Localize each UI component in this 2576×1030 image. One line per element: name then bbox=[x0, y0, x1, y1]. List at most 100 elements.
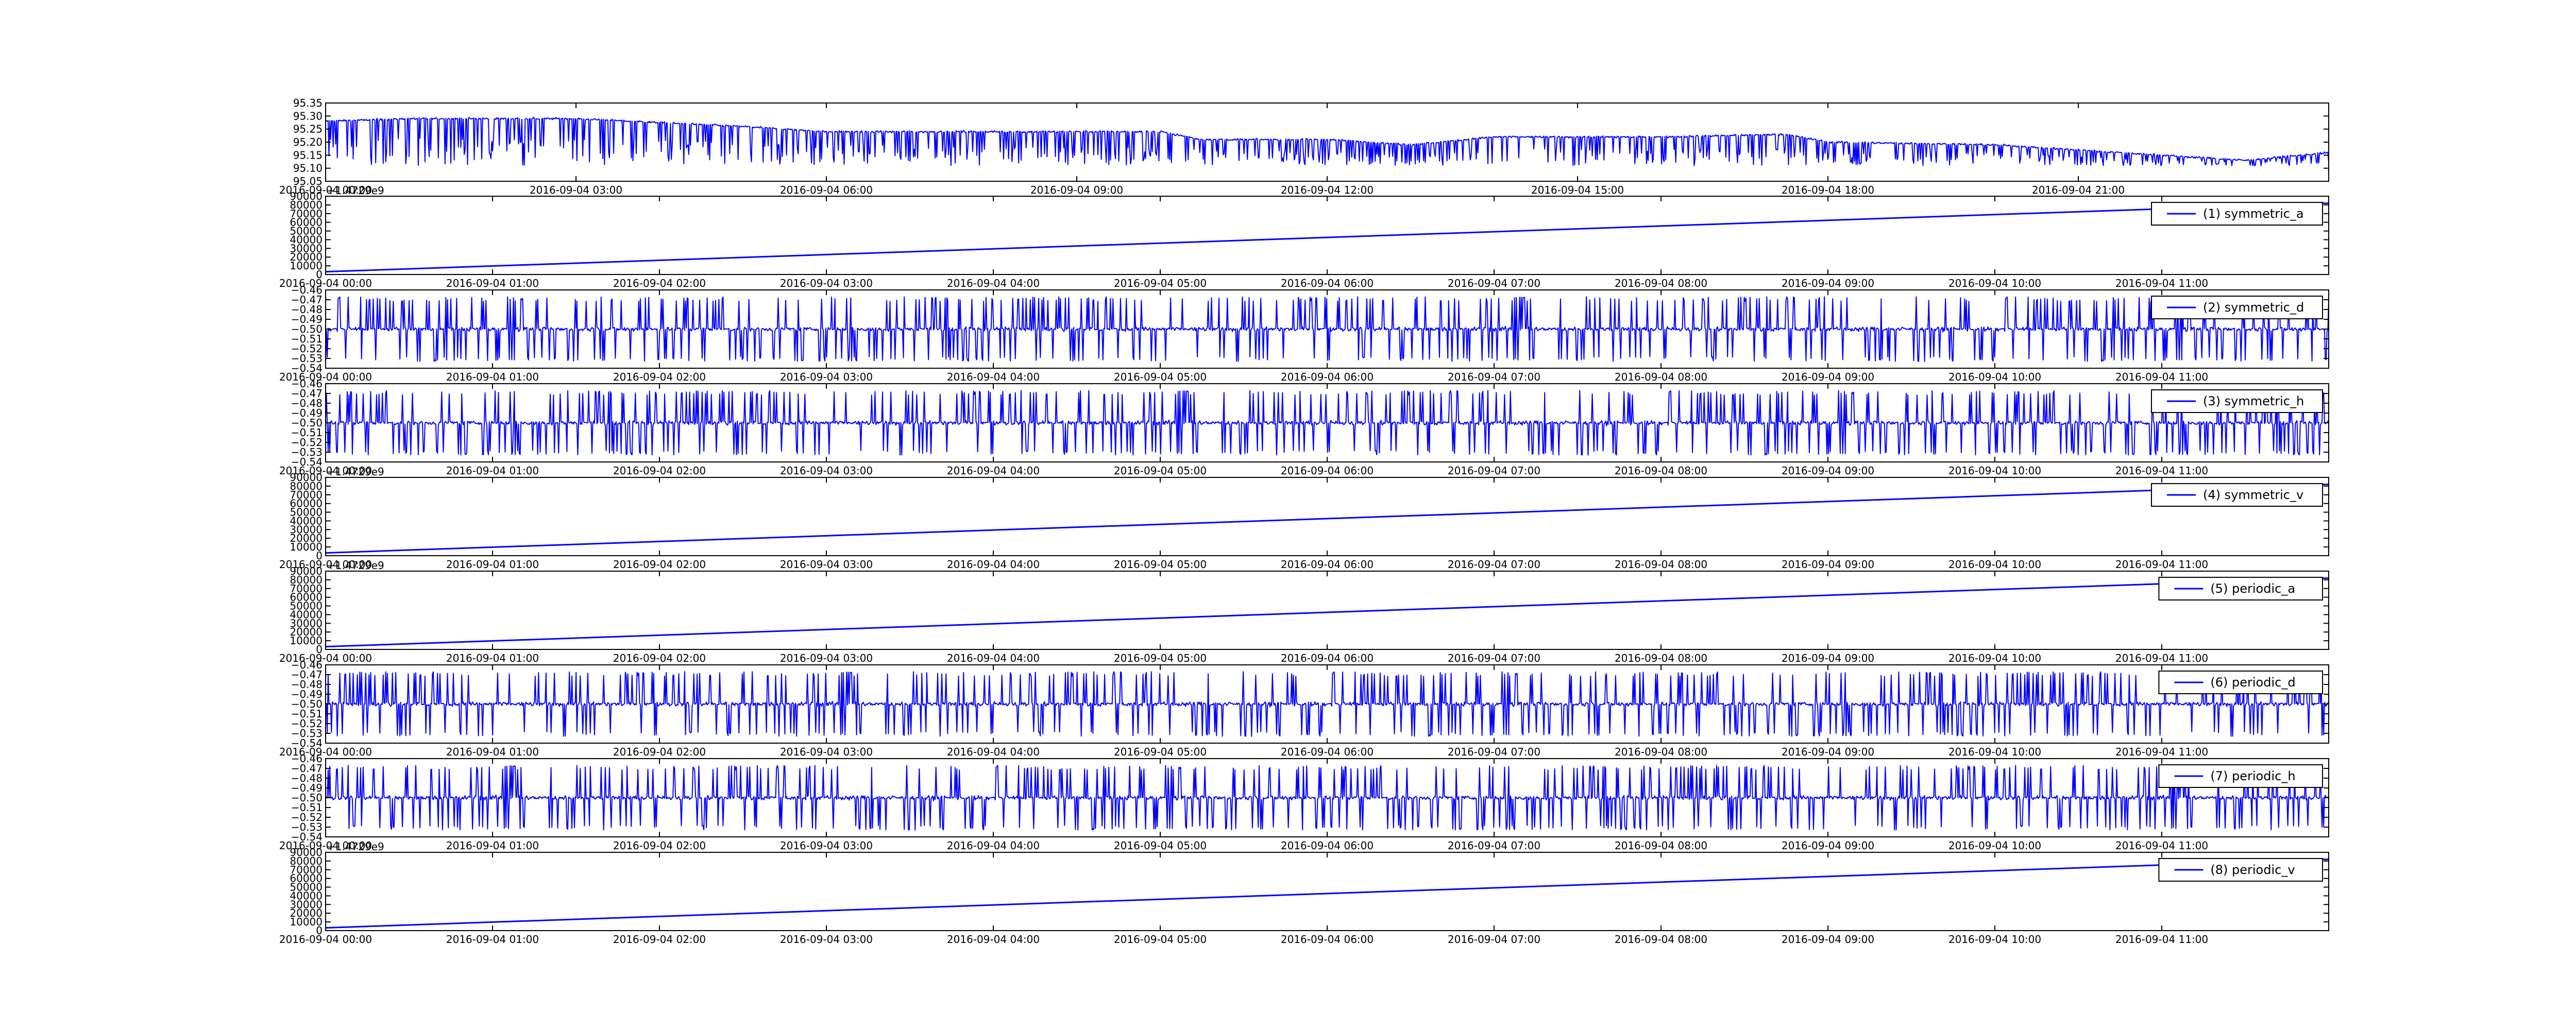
x-tick-label: 2016-09-04 18:00 bbox=[1782, 184, 1874, 196]
x-tick-label: 2016-09-04 09:00 bbox=[1782, 839, 1874, 852]
x-tick-label: 2016-09-04 10:00 bbox=[1948, 558, 2041, 571]
series-line bbox=[326, 116, 2329, 166]
y-tick-label: 95.10 bbox=[293, 162, 323, 175]
y-tick-label: 95.30 bbox=[293, 110, 323, 122]
x-tick-label: 2016-09-04 01:00 bbox=[446, 839, 539, 852]
y-tick-label: 0 bbox=[316, 924, 323, 937]
y-tick-label: −0.49 bbox=[291, 688, 323, 700]
y-tick-label: 70000 bbox=[290, 864, 323, 876]
y-tick-label: −0.52 bbox=[291, 717, 323, 730]
x-tick-label: 2016-09-04 03:00 bbox=[780, 746, 873, 758]
x-tick-label: 2016-09-04 02:00 bbox=[613, 558, 706, 571]
y-tick-label: 40000 bbox=[290, 514, 323, 527]
x-tick-label: 2016-09-04 06:00 bbox=[1281, 371, 1374, 383]
series-line bbox=[325, 296, 2329, 362]
x-tick-label: 2016-09-04 02:00 bbox=[613, 839, 706, 852]
y-tick-label: 40000 bbox=[290, 608, 323, 621]
x-tick-label: 2016-09-04 08:00 bbox=[1615, 558, 1707, 571]
series-line bbox=[325, 859, 2329, 929]
x-tick-label: 2016-09-04 00:00 bbox=[279, 277, 372, 289]
x-tick-label: 2016-09-04 03:00 bbox=[780, 933, 873, 946]
x-tick-label: 2016-09-04 02:00 bbox=[613, 933, 706, 946]
x-tick-label: 2016-09-04 03:00 bbox=[780, 277, 873, 289]
x-tick-label: 2016-09-04 01:00 bbox=[446, 652, 539, 664]
x-tick-label: 2016-09-04 11:00 bbox=[2115, 746, 2208, 758]
y-tick-label: −0.54 bbox=[291, 831, 323, 843]
y-tick-label: −0.46 bbox=[291, 659, 323, 671]
y-tick-label: 50000 bbox=[290, 225, 323, 237]
y-tick-label: −0.54 bbox=[291, 456, 323, 468]
x-tick-label: 2016-09-04 02:00 bbox=[613, 746, 706, 758]
x-tick-label: 2016-09-04 07:00 bbox=[1448, 277, 1540, 289]
y-tick-label: −0.51 bbox=[291, 801, 323, 814]
x-tick-label: 2016-09-04 05:00 bbox=[1114, 277, 1207, 289]
y-tick-label: 30000 bbox=[290, 523, 323, 536]
x-tick-label: 2016-09-04 03:00 bbox=[780, 558, 873, 571]
x-tick-label: 2016-09-04 08:00 bbox=[1615, 652, 1707, 664]
legend-label: (4) symmetric_v bbox=[2203, 488, 2303, 502]
x-tick-label: 2016-09-04 06:00 bbox=[1281, 652, 1374, 664]
legend-label: (2) symmetric_d bbox=[2203, 300, 2304, 315]
x-tick-label: 2016-09-04 11:00 bbox=[2115, 277, 2208, 289]
x-tick-label: 2016-09-04 06:00 bbox=[1281, 277, 1374, 289]
x-tick-label: 2016-09-04 08:00 bbox=[1615, 746, 1707, 758]
legend: (8) periodic_v bbox=[2158, 858, 2323, 882]
y-tick-label: −0.48 bbox=[291, 772, 323, 784]
y-tick-label: −0.47 bbox=[291, 294, 323, 306]
y-tick-label: −0.52 bbox=[291, 436, 323, 449]
x-tick-label: 2016-09-04 09:00 bbox=[1782, 652, 1874, 664]
subplot-2: −0.54−0.53−0.52−0.51−0.50−0.49−0.48−0.47… bbox=[279, 284, 2329, 383]
x-tick-label: 2016-09-04 07:00 bbox=[1448, 558, 1540, 571]
series-line bbox=[325, 671, 2329, 737]
x-tick-label: 2016-09-04 08:00 bbox=[1615, 371, 1707, 383]
series-line bbox=[325, 577, 2329, 648]
x-tick-label: 2016-09-04 03:00 bbox=[530, 184, 622, 196]
y-tick-label: 60000 bbox=[290, 216, 323, 229]
legend: (7) periodic_h bbox=[2158, 764, 2323, 788]
x-tick-label: 2016-09-04 05:00 bbox=[1114, 558, 1207, 571]
axes-frame bbox=[325, 571, 2329, 650]
x-tick-label: 2016-09-04 01:00 bbox=[446, 933, 539, 946]
y-tick-label: −0.48 bbox=[291, 678, 323, 691]
y-tick-label: 60000 bbox=[290, 497, 323, 510]
subplot-7: −0.54−0.53−0.52−0.51−0.50−0.49−0.48−0.47… bbox=[279, 752, 2329, 852]
y-tick-label: −0.54 bbox=[291, 737, 323, 749]
y-tick-label: 20000 bbox=[290, 532, 323, 544]
subplot-3: −0.54−0.53−0.52−0.51−0.50−0.49−0.48−0.47… bbox=[279, 377, 2329, 477]
y-tick-label: 80000 bbox=[290, 574, 323, 586]
x-tick-label: 2016-09-04 10:00 bbox=[1948, 277, 2041, 289]
y-tick-label: −0.47 bbox=[291, 668, 323, 681]
x-tick-label: 2016-09-04 03:00 bbox=[780, 465, 873, 477]
legend: (5) periodic_a bbox=[2158, 577, 2323, 600]
x-tick-label: 2016-09-04 05:00 bbox=[1114, 933, 1207, 946]
x-tick-label: 2016-09-04 09:00 bbox=[1782, 558, 1874, 571]
x-tick-label: 2016-09-04 02:00 bbox=[613, 652, 706, 664]
x-tick-label: 2016-09-04 21:00 bbox=[2032, 184, 2125, 196]
series-line bbox=[325, 484, 2329, 554]
y-offset-label: +1.4729e9 bbox=[327, 466, 384, 478]
y-tick-label: 30000 bbox=[290, 617, 323, 629]
x-tick-label: 2016-09-04 04:00 bbox=[947, 371, 1040, 383]
x-tick-label: 2016-09-04 15:00 bbox=[1531, 184, 1624, 196]
y-tick-label: 70000 bbox=[290, 582, 323, 595]
x-tick-label: 2016-09-04 09:00 bbox=[1782, 465, 1874, 477]
y-tick-label: −0.50 bbox=[291, 792, 323, 804]
y-tick-label: −0.53 bbox=[291, 446, 323, 458]
y-tick-label: −0.53 bbox=[291, 821, 323, 833]
x-tick-label: 2016-09-04 07:00 bbox=[1448, 465, 1540, 477]
x-tick-label: 2016-09-04 01:00 bbox=[446, 746, 539, 758]
axes-frame bbox=[325, 477, 2329, 556]
x-tick-label: 2016-09-04 10:00 bbox=[1948, 933, 2041, 946]
y-tick-label: 30000 bbox=[290, 242, 323, 254]
y-tick-label: −0.49 bbox=[291, 782, 323, 794]
y-tick-label: 10000 bbox=[290, 916, 323, 928]
x-tick-label: 2016-09-04 08:00 bbox=[1615, 839, 1707, 852]
legend: (1) symmetric_a bbox=[2151, 202, 2323, 226]
legend-label: (7) periodic_h bbox=[2210, 769, 2295, 783]
x-tick-label: 2016-09-04 10:00 bbox=[1948, 839, 2041, 852]
x-tick-label: 2016-09-04 09:00 bbox=[1782, 746, 1874, 758]
x-tick-label: 2016-09-04 04:00 bbox=[947, 746, 1040, 758]
y-tick-label: −0.46 bbox=[291, 284, 323, 296]
x-tick-label: 2016-09-04 02:00 bbox=[613, 371, 706, 383]
